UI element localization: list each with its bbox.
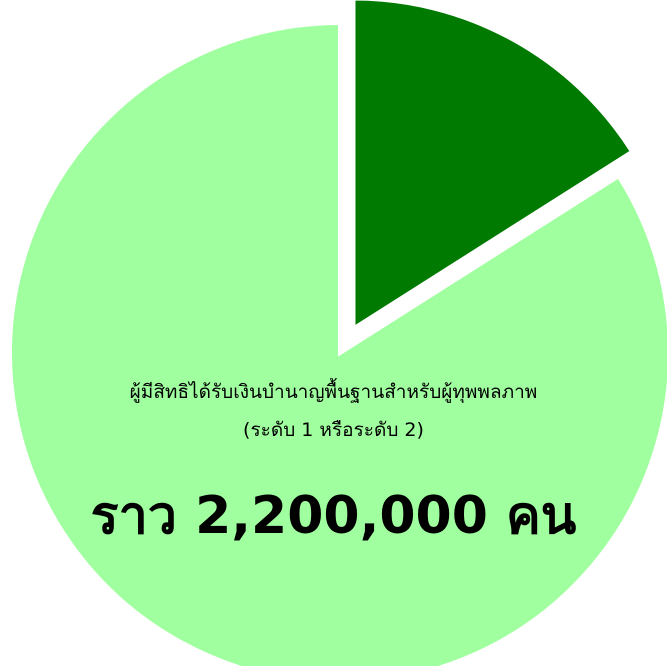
- pie-slice-1: [351, 0, 635, 333]
- slice-label-line-2: (ระดับ 1 หรือระดับ 2): [243, 419, 424, 441]
- slice-label-line-1: ผู้มีสิทธิได้รับเงินบำนาญพื้นฐานสำหรับผู…: [129, 381, 538, 403]
- pie-slices: [8, 0, 667, 666]
- slice-value-label: ราว 2,200,000 คน: [90, 486, 577, 546]
- pie-slice-0: [8, 20, 667, 666]
